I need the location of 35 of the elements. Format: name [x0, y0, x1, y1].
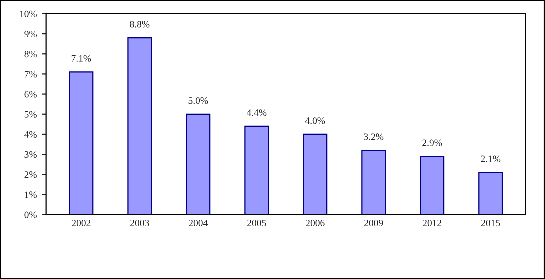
bar [362, 150, 386, 215]
x-tick-label: 2002 [72, 220, 91, 227]
x-tick-label: 2015 [482, 220, 500, 227]
y-tick-label: 3% [24, 151, 37, 158]
data-label: 2.9% [422, 140, 442, 146]
data-label: 7.1% [72, 55, 92, 62]
bar [420, 156, 445, 215]
data-label: 5.0% [188, 98, 208, 104]
data-label: 4.0% [305, 118, 326, 124]
x-tick-label: 2012 [423, 220, 442, 227]
bar [186, 114, 211, 215]
y-tick-label: 9% [24, 30, 37, 38]
bar [69, 72, 94, 215]
y-tick-label: 6% [24, 91, 37, 98]
y-tick-label: 10% [20, 10, 37, 18]
y-tick-label: 7% [24, 71, 37, 78]
y-tick-label: 4% [24, 131, 37, 138]
y-tick-label: 1% [25, 192, 37, 198]
data-label: 4.4% [246, 110, 267, 116]
y-tick-label: 2% [24, 172, 37, 178]
bar [478, 172, 504, 215]
data-label: 2.1% [481, 156, 501, 162]
bar [128, 38, 152, 215]
bar [303, 134, 328, 215]
y-tick-label: 0% [24, 212, 37, 218]
data-label: 8.8% [130, 21, 150, 28]
x-tick-label: 2005 [248, 220, 266, 227]
y-tick-label: 8% [24, 51, 37, 58]
bar [244, 126, 270, 215]
x-tick-label: 2004 [189, 220, 208, 227]
x-tick-label: 2009 [364, 220, 384, 227]
x-tick-label: 2003 [130, 220, 150, 227]
x-tick-label: 2006 [306, 220, 325, 227]
data-label: 3.2% [364, 134, 384, 140]
y-tick-label: 5% [24, 111, 37, 118]
